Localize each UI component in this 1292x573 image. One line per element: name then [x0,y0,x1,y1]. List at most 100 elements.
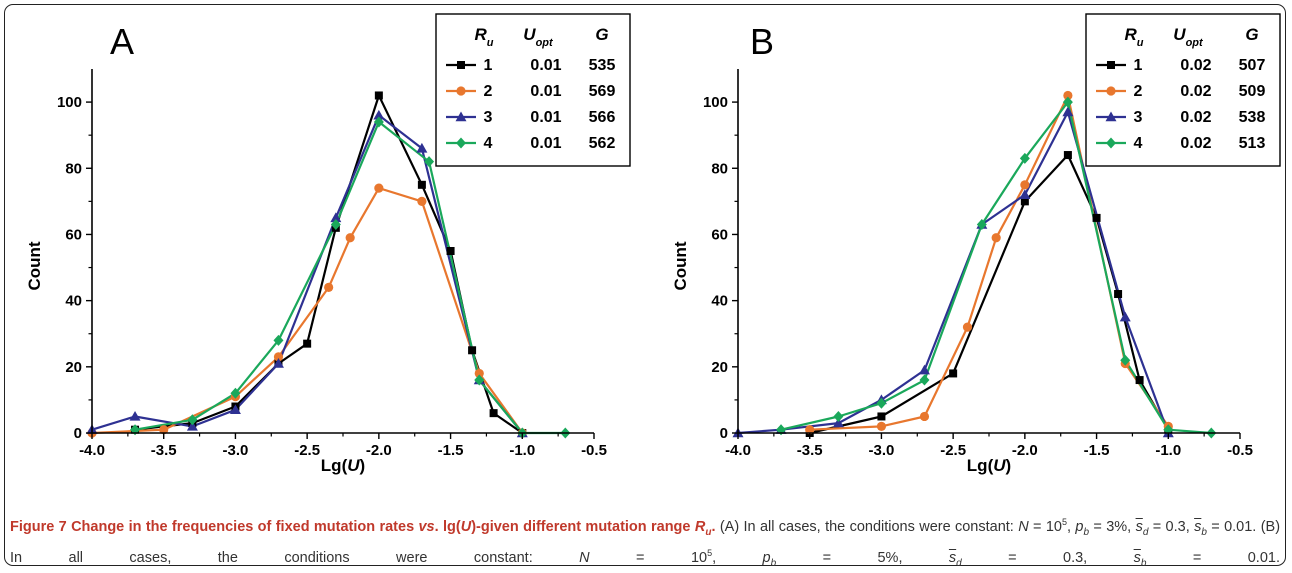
data-point-b-3-8 [1119,311,1131,322]
x-axis-label-b: Lg(U) [967,456,1011,475]
data-point-a-2-3 [273,352,284,362]
data-point-b-2-6 [1063,90,1073,101]
series-line-a-3 [91,114,524,434]
legend-swatch-marker-b-1 [1107,61,1115,69]
y-axis-label-a: Count [25,241,44,290]
legend-g-a-4: 562 [589,135,616,152]
x-tick-label-a-7: -0.5 [581,442,607,459]
caption-part-b: (B) In all cases, the conditions were co… [10,518,1281,569]
x-tick-label-a-1: -3.5 [151,442,177,459]
series-line-b-4 [780,100,1212,435]
x-tick-label-b-6: -1.0 [1155,442,1181,459]
data-point-b-2-3 [962,322,973,332]
data-point-a-1-9 [468,346,477,355]
data-point-a-1-10 [489,409,498,418]
y-tick-label-b-3: 60 [711,226,728,243]
legend-g-b-4: 513 [1239,135,1266,152]
y-axis-label-b: Count [671,241,690,290]
legend-ru-a-4: 4 [484,135,493,152]
legend-ru-b-2: 2 [1134,83,1143,100]
legend-g-b-2: 509 [1239,83,1266,100]
legend-swatch-marker-a-2 [456,86,466,96]
x-axis-label-a: Lg(U) [321,456,365,475]
legend-swatch-marker-a-1 [457,61,465,69]
data-point-a-3-3 [229,404,241,415]
y-tick-label-b-0: 0 [720,425,728,442]
y-tick-label-a-1: 20 [65,359,82,376]
data-point-b-1-6 [1114,290,1123,299]
data-point-a-2-8 [474,368,484,379]
data-point-b-4-2 [876,397,887,409]
data-point-a-4-2 [230,387,241,399]
data-point-b-4-5 [1019,152,1030,164]
data-point-b-2-4 [991,233,1001,243]
data-point-a-4-4 [330,219,341,231]
data-point-a-1-8 [446,247,455,255]
data-point-a-3-4 [272,358,284,368]
y-tick-label-a-3: 60 [65,226,82,243]
y-tick-label-b-1: 20 [711,359,728,376]
data-point-b-1-1 [877,412,886,421]
legend-header-ru-a: Ru [474,25,493,49]
data-point-a-4-7 [474,374,485,386]
legend-ru-b-1: 1 [1134,57,1143,74]
data-point-a-3-6 [373,109,385,120]
data-point-a-1-6 [374,91,383,100]
data-point-a-2-5 [345,233,355,243]
legend-uopt-a-3: 0.01 [530,109,561,126]
x-tick-label-a-2: -3.0 [222,442,248,459]
legend-ru-b-3: 3 [1134,109,1143,126]
y-tick-label-b-2: 40 [711,293,728,310]
data-point-b-1-7 [1135,376,1144,385]
legend-g-b-3: 538 [1239,109,1266,126]
data-point-a-3-1 [129,410,141,421]
data-point-b-2-2 [919,411,930,422]
y-tick-label-a-2: 40 [65,293,82,310]
caption-part-a: (A) In all cases, the conditions were co… [719,517,1257,538]
figure-frame [4,4,1286,566]
data-point-a-4-5 [373,116,384,128]
legend-ru-b-4: 4 [1134,135,1143,152]
data-point-b-4-3 [919,374,930,386]
data-point-b-3-2 [832,417,844,428]
x-tick-label-b-0: -4.0 [725,442,751,459]
y-tick-label-b-5: 100 [703,94,728,111]
legend-g-a-2: 569 [589,83,616,100]
y-tick-label-b-4: 80 [711,160,728,177]
x-tick-label-b-4: -2.0 [1012,442,1038,459]
legend-header-g-a: G [595,25,608,44]
series-line-a-4 [134,120,566,435]
chart-panel-b: B -4.0 -3.5 -3.0 -2.5 -2.0 -1.5 -1.0 -0.5 0 20 40 60… [671,13,1281,475]
panel-label-a: A [110,21,134,62]
data-point-a-2-4 [324,282,334,292]
legend-g-a-1: 535 [589,57,616,74]
data-point-b-4-6 [1062,96,1073,108]
y-tick-label-a-5: 100 [57,94,82,111]
x-tick-label-a-5: -1.5 [438,442,464,459]
data-point-b-4-4 [976,219,987,231]
legend-g-a-3: 566 [589,109,616,126]
legend-swatch-marker-b-2 [1106,86,1116,96]
data-point-a-1-4 [303,339,312,348]
data-point-b-1-5 [1092,213,1101,222]
x-tick-label-b-2: -3.0 [868,442,894,459]
x-tick-label-b-7: -0.5 [1227,442,1253,459]
data-point-b-2-5 [1020,180,1030,190]
legend-uopt-a-1: 0.01 [530,57,561,74]
legend-swatch-marker-b-3 [1105,111,1117,122]
figure-caption: Figure 7 Change in the frequencies of fi… [10,512,1280,573]
legend-ru-a-2: 2 [484,83,493,100]
panel-label-b: B [750,21,774,62]
legend-ru-a-3: 3 [484,109,493,126]
legend-uopt-b-2: 0.02 [1180,83,1211,100]
data-point-b-3-6 [1019,189,1031,199]
legend-uopt-a-2: 0.01 [530,83,561,100]
data-point-a-2-6 [374,183,384,193]
figure-charts: A-4.0 -3.5 -3.0 -2.5 -2.0 -1.5 -1.0 -0.50204060… [25,13,1281,475]
data-point-b-4-7 [1120,354,1131,366]
x-tick-label-a-3: -2.5 [294,442,320,459]
legend-swatch-marker-b-4 [1106,137,1116,149]
data-point-a-3-7 [416,142,428,153]
data-point-b-2-1 [876,421,887,431]
y-tick-label-a-0: 0 [74,425,82,442]
